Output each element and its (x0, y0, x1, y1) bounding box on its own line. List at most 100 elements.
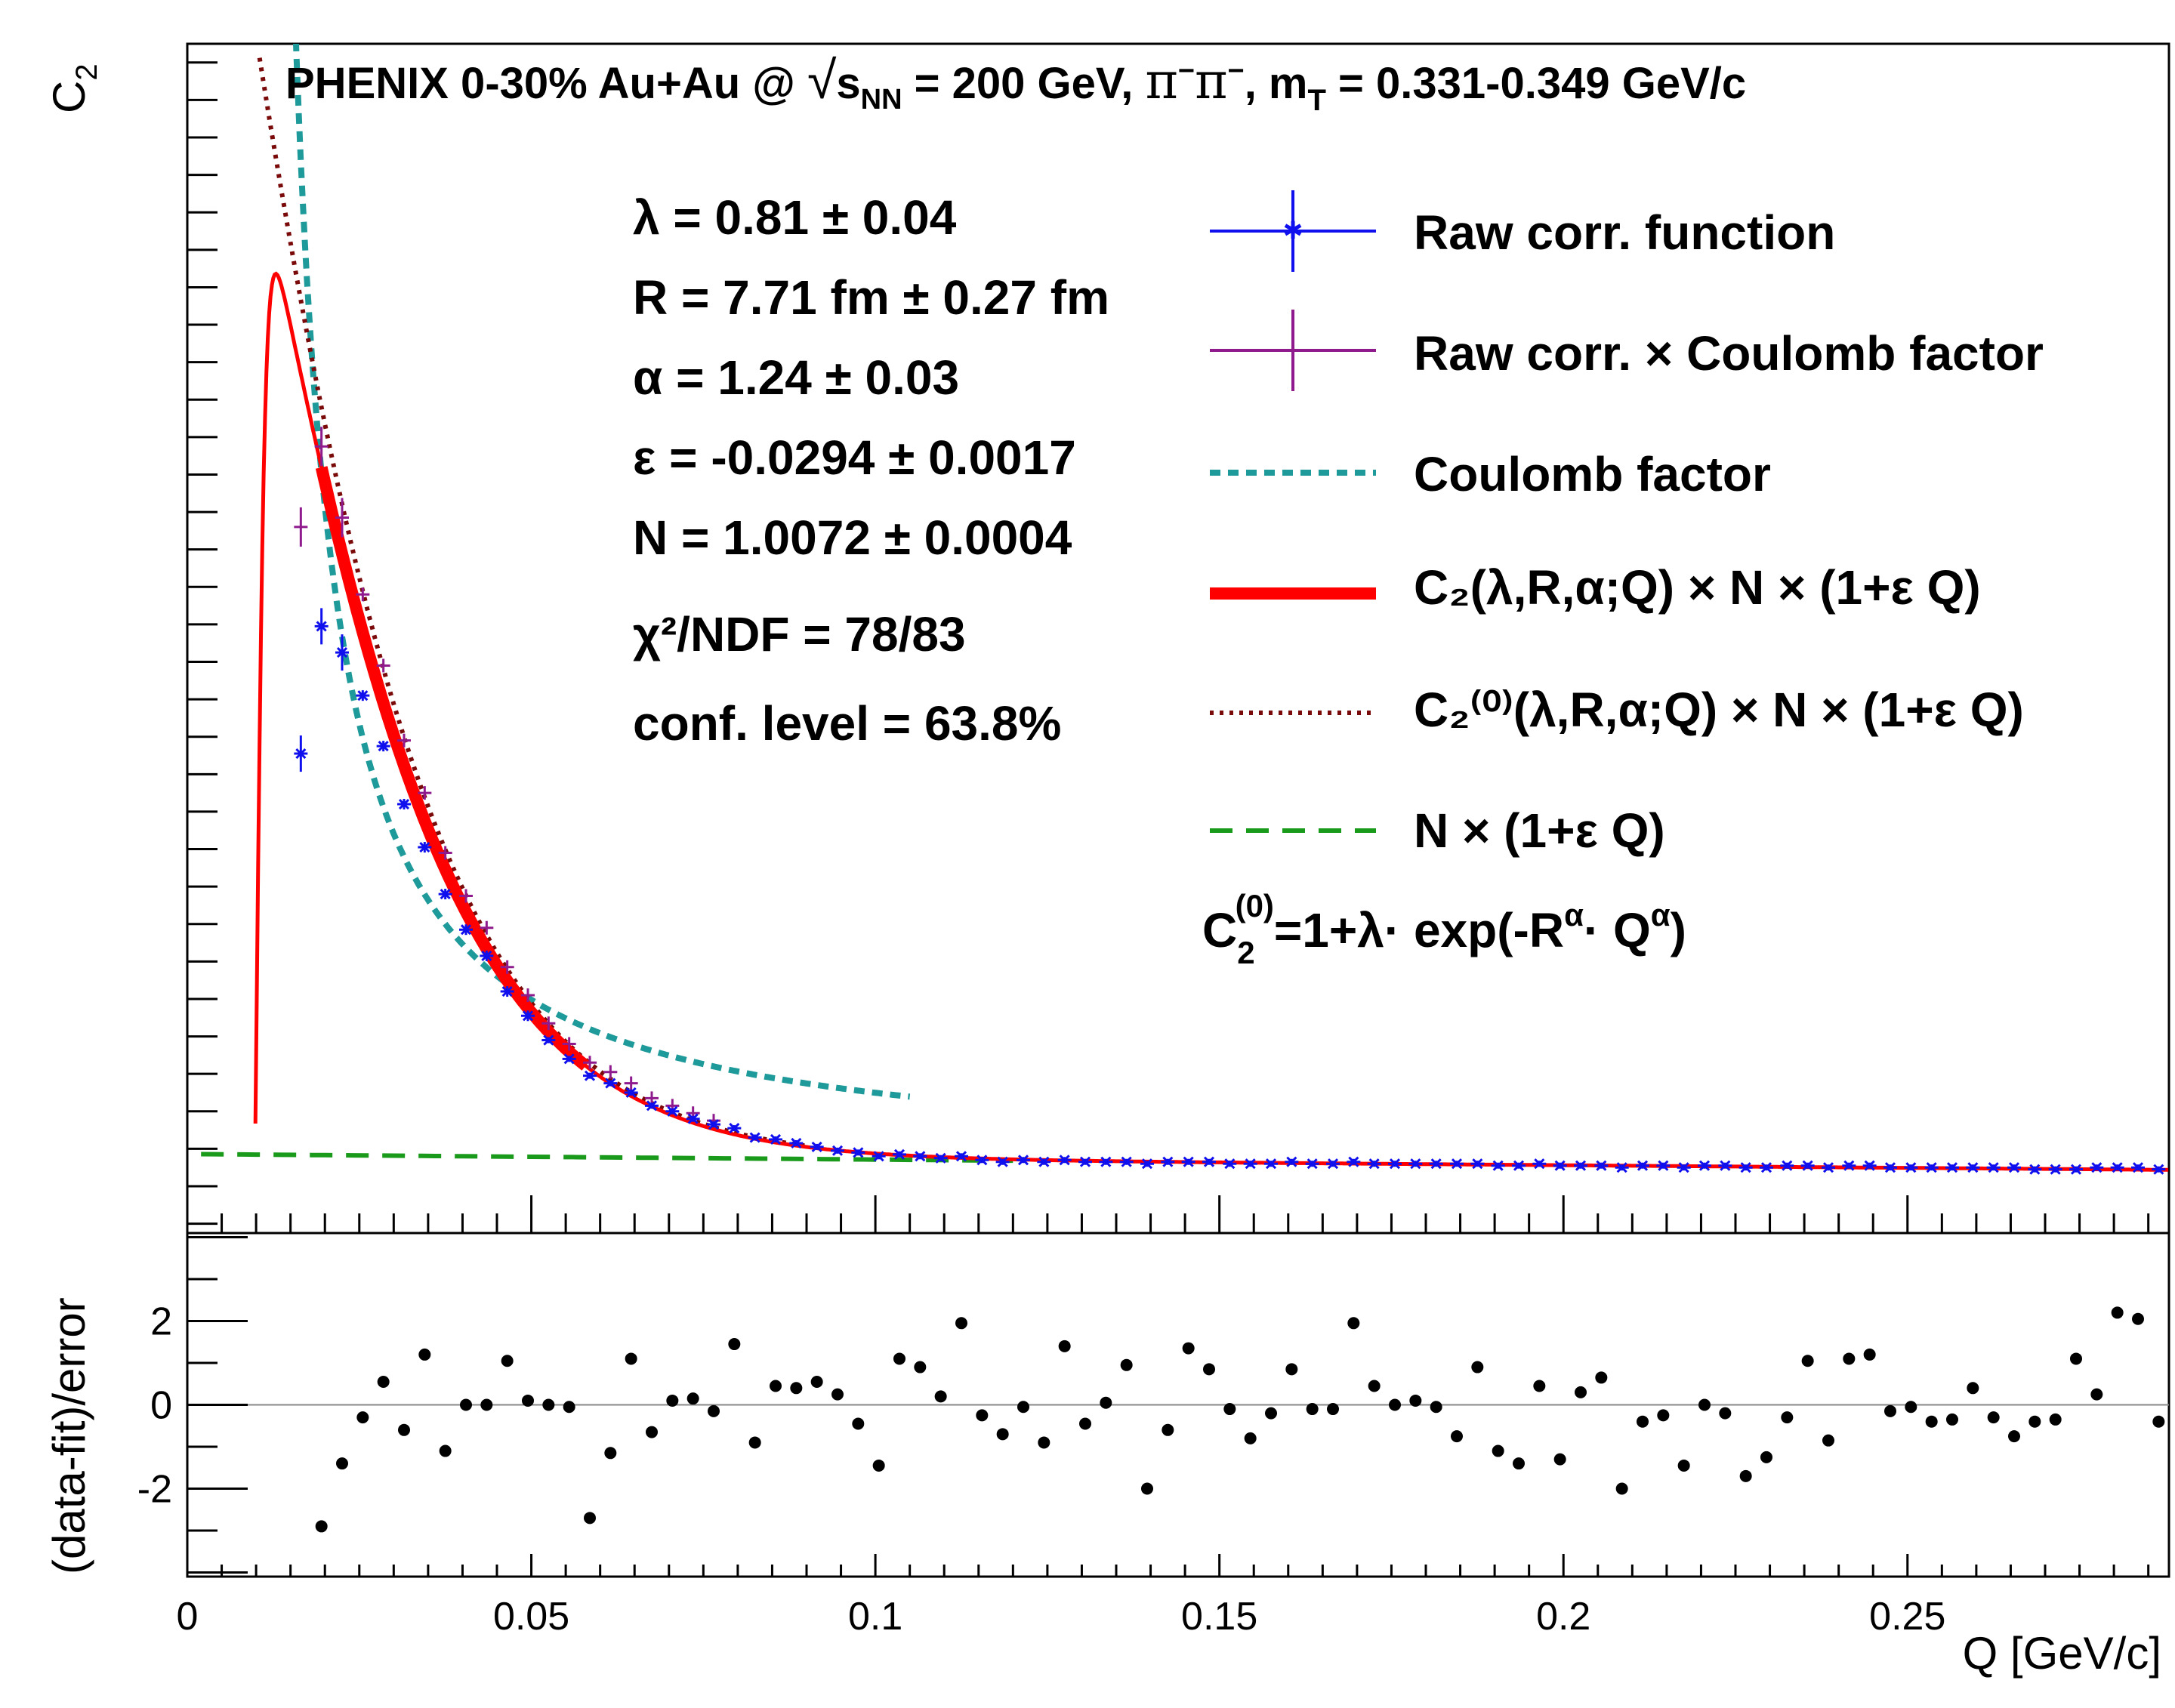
raw-corr-point (665, 1105, 680, 1117)
raw-corr-point (913, 1151, 927, 1162)
svg-text:C₂⁽⁰⁾(λ,R,α;Q) × N × (1+ε Q): C₂⁽⁰⁾(λ,R,α;Q) × N × (1+ε Q) (1414, 683, 2024, 737)
residual-point (728, 1338, 741, 1351)
raw-corr-point (1491, 1160, 1505, 1171)
residual-point (1389, 1398, 1401, 1411)
x-axis-label: Q [GeV/c] (1963, 1628, 2161, 1679)
raw-corr-point (1017, 1155, 1030, 1166)
raw-corr-point (1347, 1156, 1361, 1167)
param-lambda: λ = 0.81 ± 0.04 (633, 190, 957, 245)
raw-corr-point (418, 841, 432, 853)
residual-y-tick-label: -2 (137, 1467, 172, 1511)
coulomb-corrected-point (335, 498, 349, 538)
raw-corr-point (1924, 1162, 1939, 1173)
param-conf-level: conf. level = 63.8% (633, 696, 1061, 751)
residual-point (1657, 1409, 1670, 1422)
coulomb-corrected-point (583, 1056, 597, 1070)
residual-point (770, 1380, 782, 1392)
residual-point (1575, 1386, 1587, 1398)
raw-corr-point (2110, 1162, 2124, 1173)
residual-point (2070, 1352, 2082, 1365)
raw-corr-point (438, 889, 452, 900)
raw-corr-point (2131, 1162, 2145, 1173)
main-plot-frame (186, 42, 2170, 1235)
raw-corr-point (1822, 1162, 1835, 1173)
raw-corr-point (1677, 1162, 1691, 1173)
residual-point (1451, 1430, 1463, 1443)
residual-point (831, 1388, 844, 1401)
legend-raw-corr: ✱ Raw corr. function (1210, 190, 1835, 272)
raw-corr-point (2028, 1164, 2042, 1175)
residual-point (1162, 1423, 1174, 1436)
residual-point (1843, 1352, 1856, 1365)
formula-text: C2(0)=1+λ· exp(-Rα· Qα) (1202, 888, 1686, 970)
raw-corr-point (872, 1151, 886, 1162)
residual-point (2028, 1415, 2041, 1428)
residual-point (1513, 1457, 1525, 1470)
coulomb-corrected-series (294, 427, 720, 1128)
raw-corr-point (562, 1053, 576, 1065)
raw-corr-point (480, 950, 494, 961)
raw-corr-point (294, 735, 308, 772)
coulomb-corrected-point (562, 1037, 576, 1051)
residual-point (1884, 1404, 1896, 1417)
residual-point (439, 1444, 452, 1457)
svg-text:C₂(λ,R,α;Q) × N × (1+ε Q): C₂(λ,R,α;Q) × N × (1+ε Q) (1414, 560, 1981, 615)
residual-point (1306, 1403, 1319, 1416)
raw-corr-point (521, 1010, 535, 1022)
raw-corr-point (2007, 1162, 2021, 1173)
svg-text:Coulomb factor: Coulomb factor (1414, 447, 1771, 501)
raw-corr-point (1594, 1160, 1609, 1171)
residual-point (1182, 1342, 1195, 1355)
residual-point (1595, 1371, 1608, 1384)
raw-corr-point (1883, 1162, 1897, 1173)
residual-point (2090, 1388, 2103, 1401)
normalization-line (201, 1152, 1013, 1164)
residual-point (522, 1394, 534, 1407)
fit-parameters: λ = 0.81 ± 0.04 R = 7.71 fm ± 0.27 fm α … (633, 190, 1109, 751)
residual-point (1615, 1482, 1628, 1495)
svg-text:Raw corr. × Coulomb factor: Raw corr. × Coulomb factor (1414, 326, 2044, 381)
residual-point (336, 1457, 348, 1470)
raw-corr-point (789, 1137, 804, 1149)
residual-point (2132, 1312, 2144, 1325)
raw-corr-point (1326, 1158, 1340, 1170)
legend-coulomb-factor: Coulomb factor (1210, 447, 1771, 501)
chart-title: PHENIX 0-30% Au+Au @ √sNN = 200 GeV, π−π… (285, 51, 1746, 117)
raw-corr-point (376, 741, 390, 752)
y-axis-label: C2 (44, 63, 103, 113)
raw-corr-point (1760, 1162, 1773, 1173)
x-tick-label: 0.2 (1536, 1595, 1590, 1639)
raw-corr-point (1429, 1158, 1443, 1170)
coulomb-corrected-point (314, 427, 329, 467)
raw-corr-point (686, 1113, 700, 1124)
residual-point (748, 1436, 761, 1449)
raw-corr-point (1800, 1160, 1815, 1171)
residual-y-tick-label: 0 (150, 1384, 172, 1428)
raw-corr-point (1181, 1156, 1195, 1167)
residual-series (315, 1306, 2165, 1533)
raw-corr-point (1574, 1160, 1587, 1171)
residual-point (1223, 1403, 1236, 1416)
raw-corr-point (2069, 1164, 2083, 1175)
residual-point (1368, 1380, 1381, 1392)
raw-corr-point (1656, 1160, 1671, 1171)
residual-point (1120, 1358, 1133, 1371)
coulomb-corrected-point (603, 1065, 618, 1079)
residual-point (1327, 1403, 1339, 1416)
residual-point (315, 1520, 328, 1533)
residual-point (1471, 1361, 1484, 1373)
raw-corr-point (1037, 1156, 1051, 1167)
legend-c2-zero: C₂⁽⁰⁾(λ,R,α;Q) × N × (1+ε Q) (1210, 683, 2024, 737)
residual-point (1698, 1398, 1711, 1411)
coulomb-corrected-point (376, 658, 390, 673)
coulomb-corrected-point (397, 733, 411, 748)
coulomb-corrected-point (418, 786, 432, 800)
raw-corr-point (1966, 1162, 1980, 1173)
fit-curve-range (315, 466, 590, 1071)
residual-point (1409, 1394, 1422, 1407)
coulomb-corrected-point (356, 587, 370, 602)
legend-coulomb-corrected: Raw corr. × Coulomb factor (1210, 310, 2044, 391)
residual-point (2008, 1430, 2020, 1443)
raw-corr-point (1512, 1160, 1526, 1171)
svg-text:N × (1+ε Q): N × (1+ε Q) (1414, 803, 1665, 858)
